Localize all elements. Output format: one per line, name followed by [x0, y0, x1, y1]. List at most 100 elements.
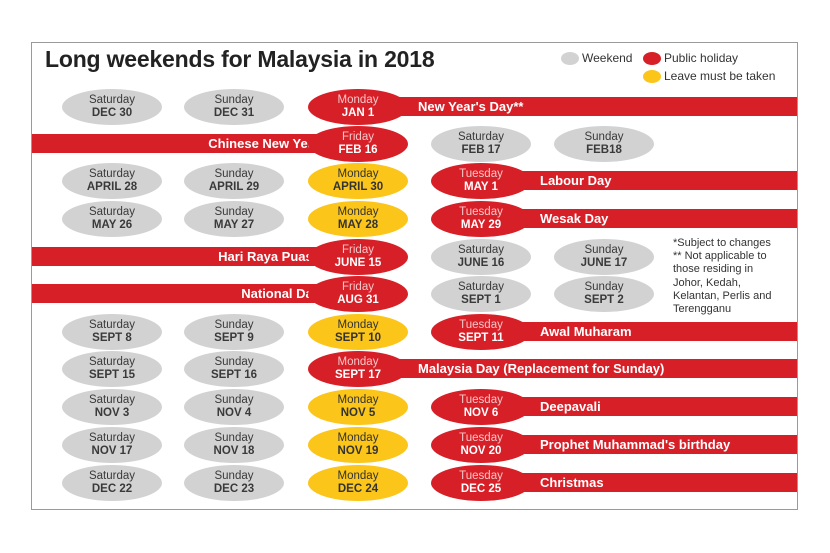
leave-swatch-icon [643, 69, 661, 83]
day-date: FEB18 [586, 144, 622, 156]
day-date: DEC 22 [91, 483, 133, 495]
day-name: Monday [337, 470, 379, 482]
day-date: APRIL 29 [208, 181, 260, 193]
day-date: AUG 31 [337, 294, 379, 306]
day-pill-weekend: Sunday FEB18 [554, 126, 654, 162]
day-date: JAN 1 [341, 107, 375, 119]
day-name: Saturday [88, 319, 136, 331]
note-line: those residing in [673, 263, 754, 276]
day-date: SEPT 11 [458, 332, 504, 344]
day-date: MAY 29 [460, 219, 502, 231]
note-line: ** Not applicable to [673, 250, 767, 263]
day-name: Sunday [214, 206, 254, 218]
day-pill-leave: Monday SEPT 10 [308, 314, 408, 350]
day-name: Sunday [214, 319, 254, 331]
day-pill-weekend: Sunday NOV 18 [184, 427, 284, 463]
day-name: Sunday [584, 244, 624, 256]
day-pill-weekend: Saturday MAY 26 [62, 201, 162, 237]
day-pill-weekend: Sunday MAY 27 [184, 201, 284, 237]
holiday-name-bar: Wesak Day [505, 209, 797, 228]
day-name: Monday [337, 206, 379, 218]
day-name: Saturday [457, 131, 505, 143]
day-pill-holiday: Tuesday NOV 20 [431, 427, 531, 463]
day-name: Monday [337, 394, 379, 406]
day-pill-weekend: Sunday APRIL 29 [184, 163, 284, 199]
day-pill-holiday: Tuesday MAY 29 [431, 201, 531, 237]
day-pill-holiday: Monday SEPT 17 [308, 351, 408, 387]
day-name: Tuesday [459, 168, 503, 180]
day-pill-weekend: Saturday SEPT 15 [62, 351, 162, 387]
holiday-swatch-icon [643, 51, 661, 65]
holiday-name-bar: New Year's Day** [380, 97, 797, 116]
holiday-name-bar: Hari Raya Puasa [32, 247, 332, 266]
holiday-name-bar: Deepavali [505, 397, 797, 416]
day-pill-weekend: Saturday SEPT 1 [431, 276, 531, 312]
day-date: DEC 25 [460, 483, 502, 495]
legend-leave: Leave must be taken [643, 69, 775, 83]
day-name: Monday [337, 356, 379, 368]
legend-public-holiday: Public holiday [643, 51, 738, 65]
day-name: Friday [342, 131, 374, 143]
day-date: MAY 27 [213, 219, 255, 231]
day-pill-weekend: Saturday NOV 17 [62, 427, 162, 463]
page-title: Long weekends for Malaysia in 2018 [45, 46, 435, 72]
day-pill-weekend: Saturday SEPT 8 [62, 314, 162, 350]
day-date: JUNE 16 [457, 257, 505, 269]
day-name: Tuesday [459, 319, 503, 331]
holiday-name-bar: National Day [32, 284, 332, 303]
day-pill-weekend: Saturday APRIL 28 [62, 163, 162, 199]
day-date: NOV 18 [213, 445, 255, 457]
day-pill-weekend: Sunday DEC 23 [184, 465, 284, 501]
legend-weekend: Weekend [561, 51, 632, 65]
day-date: APRIL 28 [86, 181, 138, 193]
day-name: Sunday [214, 168, 254, 180]
legend-public-holiday-label: Public holiday [664, 51, 739, 65]
holiday-name-bar: Awal Muharam [505, 322, 797, 341]
day-date: DEC 23 [213, 483, 255, 495]
note-line: Johor, Kedah, [673, 276, 741, 289]
day-date: SEPT 1 [461, 294, 501, 306]
day-name: Sunday [214, 432, 254, 444]
day-name: Sunday [584, 281, 624, 293]
day-date: DEC 30 [91, 107, 133, 119]
day-pill-holiday: Tuesday MAY 1 [431, 163, 531, 199]
day-name: Saturday [88, 356, 136, 368]
legend-leave-label: Leave must be taken [664, 69, 776, 83]
day-date: DEC 31 [213, 107, 255, 119]
day-date: SEPT 16 [210, 369, 258, 381]
infographic-frame [31, 42, 798, 510]
note-line: *Subject to changes [673, 237, 771, 249]
holiday-name-bar: Christmas [505, 473, 797, 492]
day-date: JUNE 15 [334, 257, 382, 269]
day-pill-weekend: Sunday SEPT 2 [554, 276, 654, 312]
day-name: Friday [342, 244, 374, 256]
day-date: APRIL 30 [332, 181, 384, 193]
day-pill-weekend: Sunday DEC 31 [184, 89, 284, 125]
day-pill-leave: Monday NOV 19 [308, 427, 408, 463]
day-pill-leave: Monday DEC 24 [308, 465, 408, 501]
day-name: Tuesday [459, 470, 503, 482]
day-pill-leave: Monday MAY 28 [308, 201, 408, 237]
day-pill-holiday: Friday JUNE 15 [308, 239, 408, 275]
day-date: NOV 6 [463, 407, 499, 419]
day-name: Saturday [88, 394, 136, 406]
footnotes: *Subject to changes ** Not applicable to… [673, 237, 793, 316]
day-name: Monday [337, 319, 379, 331]
day-name: Tuesday [459, 206, 503, 218]
day-pill-holiday: Tuesday SEPT 11 [431, 314, 531, 350]
day-pill-weekend: Sunday NOV 4 [184, 389, 284, 425]
day-name: Sunday [214, 470, 254, 482]
day-pill-weekend: Sunday SEPT 9 [184, 314, 284, 350]
day-name: Monday [337, 168, 379, 180]
day-name: Saturday [457, 244, 505, 256]
day-date: FEB 17 [461, 144, 501, 156]
day-pill-holiday: Friday AUG 31 [308, 276, 408, 312]
day-name: Saturday [88, 206, 136, 218]
weekend-swatch-icon [561, 51, 579, 65]
day-name: Sunday [214, 394, 254, 406]
holiday-name-bar: Labour Day [505, 171, 797, 190]
day-name: Saturday [457, 281, 505, 293]
day-name: Tuesday [459, 432, 503, 444]
day-pill-weekend: Saturday FEB 17 [431, 126, 531, 162]
legend-weekend-label: Weekend [582, 51, 633, 65]
